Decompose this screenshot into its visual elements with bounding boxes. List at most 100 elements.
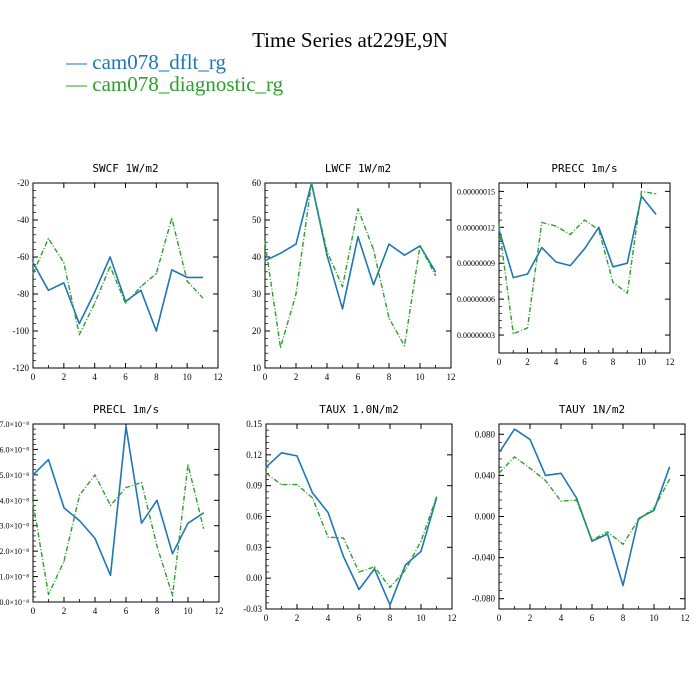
- data-point-dflt: [140, 289, 142, 291]
- y-tick-label: 10: [252, 363, 262, 373]
- data-point-dflt: [569, 265, 571, 267]
- data-point-diagnostic: [513, 456, 516, 458]
- data-point-dflt: [404, 564, 407, 566]
- data-point-dflt: [32, 261, 34, 264]
- data-point-diagnostic: [575, 499, 578, 501]
- data-point-diagnostic: [47, 237, 50, 240]
- data-point-diagnostic: [420, 540, 422, 542]
- legend-entry-dflt: — cam078_dflt_rg: [66, 50, 226, 75]
- y-tick-label: 0.00000012: [457, 223, 495, 232]
- data-point-dflt: [526, 273, 529, 275]
- data-point-dflt: [264, 260, 266, 262]
- data-point-diagnostic: [94, 474, 96, 476]
- y-tick-label: 0.09: [246, 481, 262, 491]
- y-tick-label: 0.00000003: [457, 331, 495, 340]
- data-point-diagnostic: [541, 221, 543, 224]
- data-point-diagnostic: [372, 249, 375, 251]
- x-tick-label: 10: [416, 372, 426, 382]
- data-point-dflt: [655, 213, 657, 215]
- x-tick-label: 0: [263, 372, 268, 382]
- y-tick-label: -20: [17, 178, 29, 188]
- data-point-dflt: [668, 466, 671, 468]
- data-point-dflt: [626, 262, 628, 264]
- x-tick-label: 10: [417, 613, 427, 623]
- data-point-dflt: [358, 588, 360, 591]
- data-point-diagnostic: [434, 274, 437, 277]
- x-tick-label: 10: [637, 357, 647, 367]
- data-point-dflt: [32, 474, 34, 476]
- x-tick-label: 8: [621, 613, 626, 623]
- data-point-dflt: [311, 492, 314, 494]
- data-point-dflt: [202, 512, 205, 514]
- data-point-dflt: [63, 507, 65, 509]
- chart-title: PRECC 1m/s: [551, 162, 617, 175]
- data-point-dflt: [155, 330, 157, 332]
- data-point-dflt: [560, 472, 562, 474]
- data-point-dflt: [612, 266, 614, 268]
- y-tick-label: 0.06: [246, 512, 262, 522]
- chart-title: TAUX 1.0N/m2: [319, 403, 398, 416]
- data-point-dflt: [357, 236, 359, 238]
- x-tick-label: 0: [497, 613, 502, 623]
- y-tick-label: 30: [252, 289, 262, 299]
- legend-entry-diagnostic: — cam078_diagnostic_rg: [66, 72, 283, 97]
- x-tick-label: 4: [325, 372, 330, 382]
- y-tick-label: 0.00000006: [457, 295, 495, 304]
- data-point-dflt: [140, 522, 143, 524]
- data-point-dflt: [327, 511, 329, 513]
- y-tick-label: -60: [17, 252, 29, 262]
- y-tick-label: 0.03: [246, 542, 262, 552]
- y-tick-label: 40: [252, 252, 262, 262]
- y-tick-label: 0.00: [246, 573, 262, 583]
- data-point-diagnostic: [140, 286, 142, 288]
- y-tick-label: 7.0×10⁻⁸: [0, 420, 29, 429]
- data-point-diagnostic: [63, 560, 65, 562]
- data-point-dflt: [265, 466, 267, 468]
- data-point-diagnostic: [357, 208, 359, 210]
- data-point-diagnostic: [512, 333, 514, 335]
- x-tick-label: 4: [554, 357, 559, 367]
- data-point-dflt: [529, 438, 531, 441]
- data-point-diagnostic: [583, 219, 586, 221]
- y-tick-label: 5.0×10⁻⁸: [0, 471, 29, 480]
- y-tick-label: -0.040: [472, 553, 496, 563]
- data-point-dflt: [591, 540, 593, 542]
- data-point-diagnostic: [125, 486, 127, 489]
- data-point-dflt: [403, 254, 406, 256]
- chart-title: SWCF 1W/m2: [92, 162, 158, 175]
- x-tick-label: 0: [264, 613, 269, 623]
- series-line-diagnostic: [264, 182, 437, 349]
- x-tick-label: 4: [559, 613, 564, 623]
- x-tick-label: 6: [123, 372, 128, 382]
- data-point-dflt: [544, 474, 547, 476]
- data-point-diagnostic: [201, 297, 204, 299]
- data-point-diagnostic: [326, 250, 328, 253]
- data-point-diagnostic: [32, 273, 34, 275]
- data-point-dflt: [598, 226, 600, 228]
- y-tick-label: 0.0×10⁻⁸: [0, 598, 29, 607]
- data-point-dflt: [94, 291, 96, 293]
- figure-title: Time Series at229E,9N: [252, 28, 448, 52]
- data-point-diagnostic: [327, 536, 329, 538]
- data-point-diagnostic: [435, 496, 438, 498]
- data-point-diagnostic: [171, 217, 173, 219]
- data-point-diagnostic: [598, 229, 600, 231]
- data-point-diagnostic: [296, 484, 298, 486]
- y-tick-label: 1.0×10⁻⁸: [0, 573, 29, 582]
- y-tick-label: -0.080: [472, 594, 496, 604]
- data-point-dflt: [622, 584, 624, 586]
- data-point-diagnostic: [655, 193, 657, 195]
- data-point-diagnostic: [560, 500, 562, 502]
- y-tick-label: 3.0×10⁻⁸: [0, 522, 29, 531]
- data-point-diagnostic: [569, 233, 571, 236]
- chart-panel-5: TAUY 1N/m2 0 2 4 6 8 10 12 -0.080 -0.040 0.000 0.04…: [472, 403, 690, 623]
- x-tick-label: 6: [357, 613, 362, 623]
- series-line-dflt: [264, 182, 437, 310]
- plot-frame: [265, 423, 453, 610]
- series-line-diagnostic: [265, 472, 438, 589]
- legend-dash-dflt: —: [66, 50, 93, 74]
- x-tick-label: 2: [295, 613, 300, 623]
- data-point-dflt: [156, 499, 158, 501]
- data-point-diagnostic: [63, 261, 65, 264]
